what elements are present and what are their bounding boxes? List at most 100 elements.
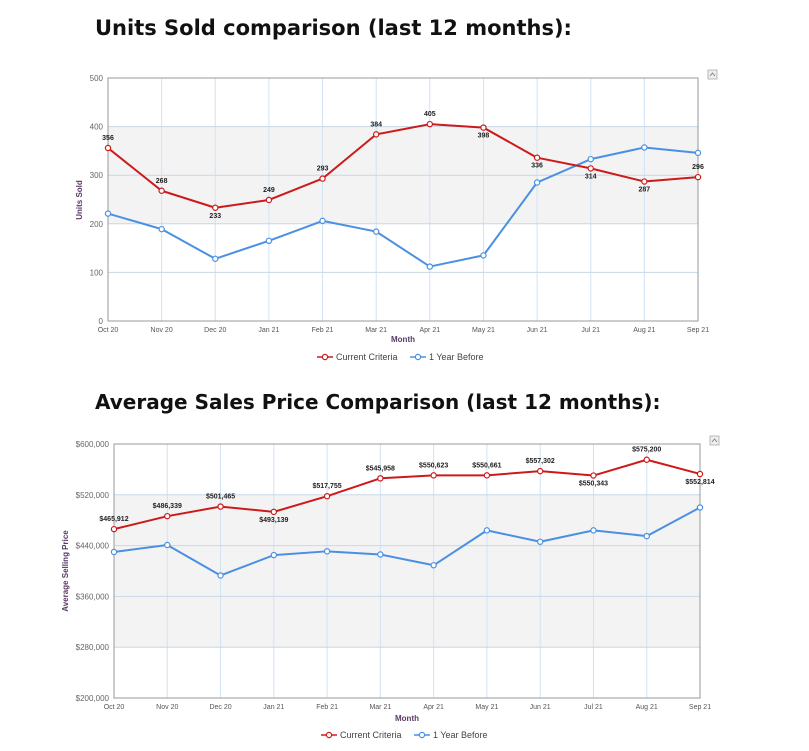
prior-year-line bbox=[113, 506, 701, 577]
chart-legend: Current Criteria 1 Year Before bbox=[321, 730, 488, 740]
prior-year-line bbox=[107, 146, 699, 268]
x-axis-label: Month bbox=[391, 335, 415, 344]
x-tick-label: Mar 21 bbox=[365, 327, 387, 334]
data-label: $550,343 bbox=[579, 481, 608, 488]
legend-prior-label: 1 Year Before bbox=[429, 352, 484, 362]
x-tick-label: Aug 21 bbox=[633, 327, 655, 334]
x-tick-label: Jan 21 bbox=[263, 704, 284, 711]
export-icon-frame bbox=[709, 435, 720, 446]
x-tick-label: Sep 21 bbox=[687, 327, 709, 334]
current-criteria-point bbox=[641, 178, 648, 185]
current-criteria-point bbox=[536, 467, 544, 475]
plot-border bbox=[107, 77, 699, 322]
y-tick-label: $200,000 bbox=[76, 694, 110, 703]
x-tick-label: Dec 20 bbox=[204, 327, 226, 334]
data-label: $550,661 bbox=[472, 462, 501, 469]
data-label: $493,139 bbox=[259, 517, 288, 524]
prior-year-point bbox=[377, 551, 384, 558]
prior-year-point bbox=[641, 144, 648, 151]
x-tick-label: Sep 21 bbox=[689, 704, 711, 711]
data-label: $545,958 bbox=[366, 465, 395, 472]
y-tick-label: 100 bbox=[90, 268, 104, 277]
y-tick-label: $520,000 bbox=[76, 491, 110, 500]
data-label: $557,302 bbox=[526, 458, 555, 465]
prior-year-point bbox=[590, 527, 597, 534]
prior-year-point bbox=[694, 149, 702, 157]
prior-year-point bbox=[323, 548, 331, 555]
units-sold-chart: 0 100 200 300 400 500 Oct 20 Nov 20 Dec 20 Jan 21… bbox=[75, 69, 718, 362]
x-tick-label: Feb 21 bbox=[312, 327, 334, 334]
x-tick-label: Jul 21 bbox=[581, 327, 600, 334]
prior-year-point bbox=[483, 527, 491, 534]
x-tick-label: Feb 21 bbox=[316, 704, 338, 711]
current-criteria-point bbox=[319, 175, 326, 182]
current-criteria-point bbox=[164, 512, 171, 520]
prior-year-point bbox=[587, 155, 594, 163]
prior-year-point bbox=[164, 541, 171, 549]
current-criteria-point bbox=[110, 525, 118, 533]
prior-year-point bbox=[265, 237, 273, 245]
legend-current-label: Current Criteria bbox=[340, 730, 402, 740]
x-axis-label: Month bbox=[395, 714, 419, 723]
prior-year-point bbox=[319, 217, 326, 225]
data-label: $465,912 bbox=[99, 516, 128, 523]
prior-year-point bbox=[372, 228, 380, 235]
current-criteria-point bbox=[430, 472, 437, 479]
x-tick-label: Apr 21 bbox=[423, 704, 444, 711]
y-axis-label: Average Selling Price bbox=[61, 530, 70, 612]
legend-prior-marker bbox=[418, 731, 426, 739]
average-price-chart: $200,000 $280,000 $360,000 $440,000 $520,000… bbox=[61, 435, 720, 740]
legend-current-label: Current Criteria bbox=[336, 352, 398, 362]
data-label: 336 bbox=[531, 163, 543, 170]
y-tick-label: 400 bbox=[90, 123, 104, 132]
export-icon-frame bbox=[707, 69, 718, 80]
legend-prior-marker bbox=[414, 353, 422, 361]
x-tick-label: Jul 21 bbox=[584, 704, 603, 711]
x-tick-label: Jun 21 bbox=[530, 704, 551, 711]
prior-year-point bbox=[217, 572, 224, 579]
x-tick-label: Mar 21 bbox=[369, 704, 391, 711]
y-tick-label: $440,000 bbox=[76, 542, 110, 551]
prior-year-point bbox=[270, 551, 278, 559]
data-label: $575,200 bbox=[632, 447, 661, 454]
x-tick-label: Apr 21 bbox=[420, 327, 441, 334]
current-criteria-point bbox=[323, 493, 331, 500]
prior-year-point bbox=[643, 532, 650, 540]
y-tick-label: 300 bbox=[90, 171, 104, 180]
prior-year-point bbox=[426, 263, 434, 270]
legend-current-marker bbox=[321, 353, 329, 361]
data-label: 293 bbox=[317, 166, 329, 173]
current-criteria-line bbox=[113, 458, 701, 531]
x-tick-label: Nov 20 bbox=[151, 327, 173, 334]
current-criteria-point bbox=[587, 165, 594, 172]
x-tick-label: May 21 bbox=[472, 327, 495, 334]
y-tick-label: 500 bbox=[90, 74, 104, 83]
chart-legend: Current Criteria 1 Year Before bbox=[317, 352, 484, 362]
current-criteria-point bbox=[377, 475, 384, 482]
x-tick-label: Dec 20 bbox=[209, 704, 231, 711]
prior-year-point bbox=[533, 179, 541, 186]
legend-current-marker bbox=[325, 731, 333, 739]
prior-year-point bbox=[104, 210, 112, 217]
current-criteria-point bbox=[696, 470, 704, 478]
current-criteria-point bbox=[270, 508, 278, 516]
chart-export-icon[interactable] bbox=[709, 435, 720, 446]
data-label: 296 bbox=[692, 164, 704, 171]
data-label: 287 bbox=[639, 187, 651, 194]
prior-year-point bbox=[536, 538, 544, 545]
data-label: 314 bbox=[585, 173, 597, 180]
current-criteria-point bbox=[694, 173, 702, 181]
plot-border bbox=[113, 443, 701, 699]
x-tick-label: Jun 21 bbox=[527, 327, 548, 334]
current-criteria-point bbox=[217, 503, 224, 510]
current-criteria-point bbox=[372, 131, 380, 138]
prior-year-point bbox=[110, 548, 118, 556]
current-criteria-line bbox=[107, 123, 699, 209]
data-label: 384 bbox=[370, 121, 382, 128]
x-tick-label: Nov 20 bbox=[156, 704, 178, 711]
current-criteria-point bbox=[590, 472, 597, 479]
data-label: 249 bbox=[263, 187, 275, 194]
current-criteria-point bbox=[104, 144, 112, 152]
chart-export-icon[interactable] bbox=[707, 69, 718, 80]
data-label: $486,339 bbox=[153, 503, 182, 510]
